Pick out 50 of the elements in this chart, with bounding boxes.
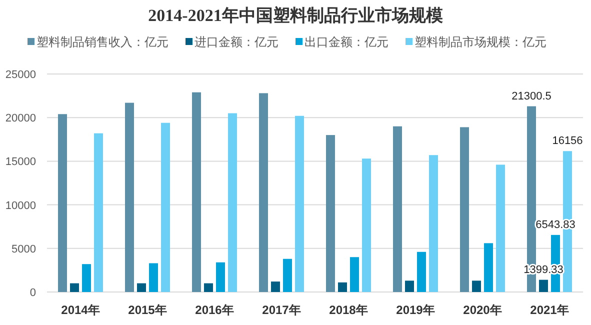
bar xyxy=(137,283,146,292)
bar xyxy=(271,282,280,292)
x-tick-label: 2017年 xyxy=(262,303,301,317)
data-label: 16156 xyxy=(552,135,583,148)
y-tick-label: 25000 xyxy=(5,69,36,81)
bar xyxy=(417,252,426,292)
bar xyxy=(484,243,493,292)
bar xyxy=(259,93,268,292)
bar xyxy=(472,280,481,292)
bar xyxy=(228,113,237,292)
bar xyxy=(70,283,79,292)
bar xyxy=(82,264,91,292)
x-tick-label: 2015年 xyxy=(128,303,167,317)
bar xyxy=(283,258,292,292)
bar xyxy=(192,92,201,292)
bar xyxy=(496,164,505,292)
x-tick-label: 2021年 xyxy=(530,303,569,317)
x-tick-label: 2019年 xyxy=(396,303,435,317)
x-tick-label: 2018年 xyxy=(329,303,368,317)
bar xyxy=(94,133,103,292)
bar xyxy=(125,102,134,292)
bar xyxy=(393,126,402,292)
bar xyxy=(429,155,438,292)
bar xyxy=(295,116,304,292)
y-tick-label: 10000 xyxy=(5,200,36,212)
y-tick-label: 5000 xyxy=(12,243,36,256)
y-tick-label: 15000 xyxy=(5,156,36,168)
x-tick-label: 2014年 xyxy=(61,303,100,317)
legend-label: 进口金额：亿元 xyxy=(194,35,278,49)
bar xyxy=(350,257,359,292)
bar xyxy=(362,158,371,292)
bar xyxy=(460,127,469,292)
x-tick-label: 2020年 xyxy=(463,303,502,317)
chart-title: 2014-2021年中国塑料制品行业市场规模 xyxy=(148,5,443,25)
bar xyxy=(161,122,170,292)
bar xyxy=(149,263,158,292)
bar xyxy=(539,280,548,292)
bar xyxy=(326,135,335,292)
bar xyxy=(204,283,213,292)
bar xyxy=(405,280,414,292)
y-tick-label: 0 xyxy=(30,287,36,299)
bar xyxy=(338,282,347,292)
x-tick-label: 2016年 xyxy=(195,303,234,317)
bar xyxy=(58,114,67,292)
bar xyxy=(216,262,225,292)
legend-label: 出口金额：亿元 xyxy=(304,35,388,49)
data-label: 21300.5 xyxy=(512,90,552,102)
legend-label: 塑料制品销售收入：亿元 xyxy=(36,35,168,49)
legend-label: 塑料制品市场规模：亿元 xyxy=(414,35,546,49)
y-tick-label: 20000 xyxy=(5,112,36,125)
